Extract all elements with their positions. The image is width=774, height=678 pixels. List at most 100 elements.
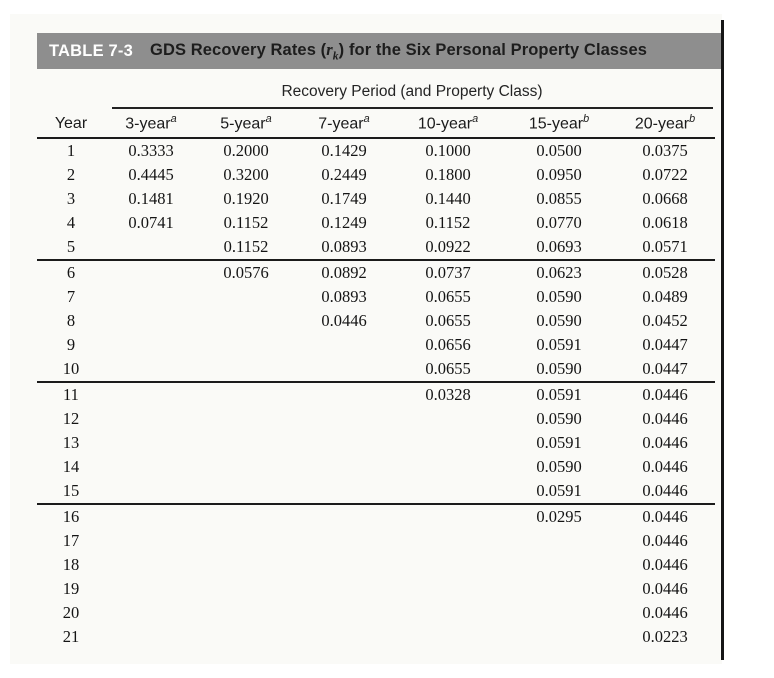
rate-cell xyxy=(197,382,295,407)
rate-cell: 0.0722 xyxy=(642,165,688,184)
table-title: GDS Recovery Rates (rk) for the Six Pers… xyxy=(150,40,647,62)
rate-cell: 0.0590 xyxy=(536,409,582,428)
rate-cell: 0.0693 xyxy=(536,237,582,256)
rate-cell xyxy=(503,625,615,649)
rate-cell xyxy=(197,357,295,382)
rate-cell xyxy=(197,285,295,309)
year-cell: 11 xyxy=(63,385,79,404)
rate-cell: 0.3200 xyxy=(223,165,269,184)
table-section: 16 0.0295 0.0446 17 0.0446 18 0.0446 19 0.0446 20… xyxy=(37,504,715,649)
rate-cell xyxy=(295,529,393,553)
year-cell: 14 xyxy=(62,457,80,476)
rate-cell xyxy=(393,553,503,577)
table-row: 18 0.0446 xyxy=(37,553,715,577)
rate-cell: 0.0446 xyxy=(642,603,688,622)
table-row: 16 0.0295 0.0446 xyxy=(37,504,715,529)
rate-cell xyxy=(105,529,197,553)
year-cell: 3 xyxy=(66,189,76,208)
rate-cell: 0.0591 xyxy=(536,335,582,354)
rate-cell xyxy=(503,601,615,625)
column-header-7-year: 7-yeara xyxy=(295,110,393,139)
rate-cell xyxy=(295,577,393,601)
rate-cell: 0.1800 xyxy=(425,165,471,184)
rate-cell: 0.1440 xyxy=(425,189,471,208)
footnote-marker: a xyxy=(363,113,370,126)
rate-cell xyxy=(105,504,197,529)
rate-cell: 0.4445 xyxy=(128,165,174,184)
rate-cell xyxy=(105,479,197,504)
rate-cell: 0.0737 xyxy=(425,263,471,282)
table-row: 12 0.0590 0.0446 xyxy=(37,407,715,431)
table-title-variable: r xyxy=(326,39,333,59)
rate-cell: 0.3333 xyxy=(128,141,174,160)
table-row: 10 0.0655 0.0590 0.0447 xyxy=(37,357,715,382)
rate-cell: 0.0590 xyxy=(536,287,582,306)
table-row: 7 0.0893 0.0655 0.0590 0.0489 xyxy=(37,285,715,309)
rate-cell: 0.1749 xyxy=(321,189,367,208)
rate-cell xyxy=(503,553,615,577)
rate-cell: 0.0446 xyxy=(642,579,688,598)
rate-cell xyxy=(295,601,393,625)
rate-cell: 0.0328 xyxy=(425,385,471,404)
rate-cell: 0.1920 xyxy=(223,189,269,208)
rate-cell: 0.0446 xyxy=(642,457,688,476)
rate-cell: 0.0446 xyxy=(642,409,688,428)
rate-cell: 0.0452 xyxy=(642,311,688,330)
rate-cell xyxy=(295,553,393,577)
footnote-marker: b xyxy=(583,113,590,126)
rate-cell: 0.0375 xyxy=(642,141,688,160)
rate-cell xyxy=(503,529,615,553)
table-title-bar: TABLE 7-3 GDS Recovery Rates (rk) for th… xyxy=(37,33,721,69)
rate-cell: 0.0576 xyxy=(223,263,269,282)
table-section: 1 0.3333 0.2000 0.1429 0.1000 0.0500 0.0375 2 0.… xyxy=(37,138,715,260)
table-row: 15 0.0591 0.0446 xyxy=(37,479,715,504)
data-table: Year 3-yeara 5-yeara 7-yeara 10-yeara 15-year… xyxy=(37,110,715,649)
rate-cell: 0.0590 xyxy=(536,311,582,330)
rate-cell: 0.0447 xyxy=(642,359,688,378)
rate-cell: 0.0892 xyxy=(321,263,367,282)
year-cell: 10 xyxy=(62,359,80,378)
column-header-row: Year 3-yeara 5-yeara 7-yeara 10-yeara 15-year… xyxy=(37,110,715,139)
rate-cell: 0.0855 xyxy=(536,189,582,208)
year-cell: 2 xyxy=(66,165,76,184)
rate-cell: 0.1152 xyxy=(425,213,471,232)
table-row: 9 0.0656 0.0591 0.0447 xyxy=(37,333,715,357)
rate-cell xyxy=(197,333,295,357)
rate-cell: 0.0500 xyxy=(536,141,582,160)
year-cell: 13 xyxy=(62,433,80,452)
year-cell: 6 xyxy=(66,263,76,282)
rate-cell: 0.1429 xyxy=(321,141,367,160)
recovery-rates-table-wrap: Year 3-yeara 5-yeara 7-yeara 10-yeara 15-year… xyxy=(37,110,715,649)
rate-cell: 0.0591 xyxy=(536,385,582,404)
rate-cell xyxy=(105,431,197,455)
footnote-marker: a xyxy=(170,113,177,126)
rate-cell: 0.0656 xyxy=(425,335,471,354)
year-cell: 16 xyxy=(62,507,80,526)
rate-cell: 0.0950 xyxy=(536,165,582,184)
table-title-subscript: k xyxy=(332,50,339,63)
rate-cell xyxy=(197,553,295,577)
rate-cell xyxy=(197,529,295,553)
column-group-header: Recovery Period (and Property Class) xyxy=(281,83,543,100)
rate-cell xyxy=(393,504,503,529)
rate-cell: 0.0446 xyxy=(642,555,688,574)
rate-cell: 0.0446 xyxy=(642,433,688,452)
table-section: 11 0.0328 0.0591 0.0446 12 0.0590 0.0446 13 0.05… xyxy=(37,382,715,504)
table-row: 8 0.0446 0.0655 0.0590 0.0452 xyxy=(37,309,715,333)
page-edge-line xyxy=(721,20,724,660)
rate-cell xyxy=(295,479,393,504)
table-row: 11 0.0328 0.0591 0.0446 xyxy=(37,382,715,407)
rate-cell: 0.0446 xyxy=(642,507,688,526)
rate-cell: 0.1481 xyxy=(128,189,174,208)
rate-cell xyxy=(197,455,295,479)
rate-cell xyxy=(393,407,503,431)
rate-cell: 0.0655 xyxy=(425,287,471,306)
column-header-20-year: 20-yearb xyxy=(615,110,715,139)
table-row: 2 0.4445 0.3200 0.2449 0.1800 0.0950 0.0722 xyxy=(37,163,715,187)
rate-cell xyxy=(295,625,393,649)
year-cell: 15 xyxy=(62,481,80,500)
year-cell: 21 xyxy=(62,627,80,646)
column-group-underline xyxy=(112,107,713,109)
year-cell: 7 xyxy=(66,287,76,306)
